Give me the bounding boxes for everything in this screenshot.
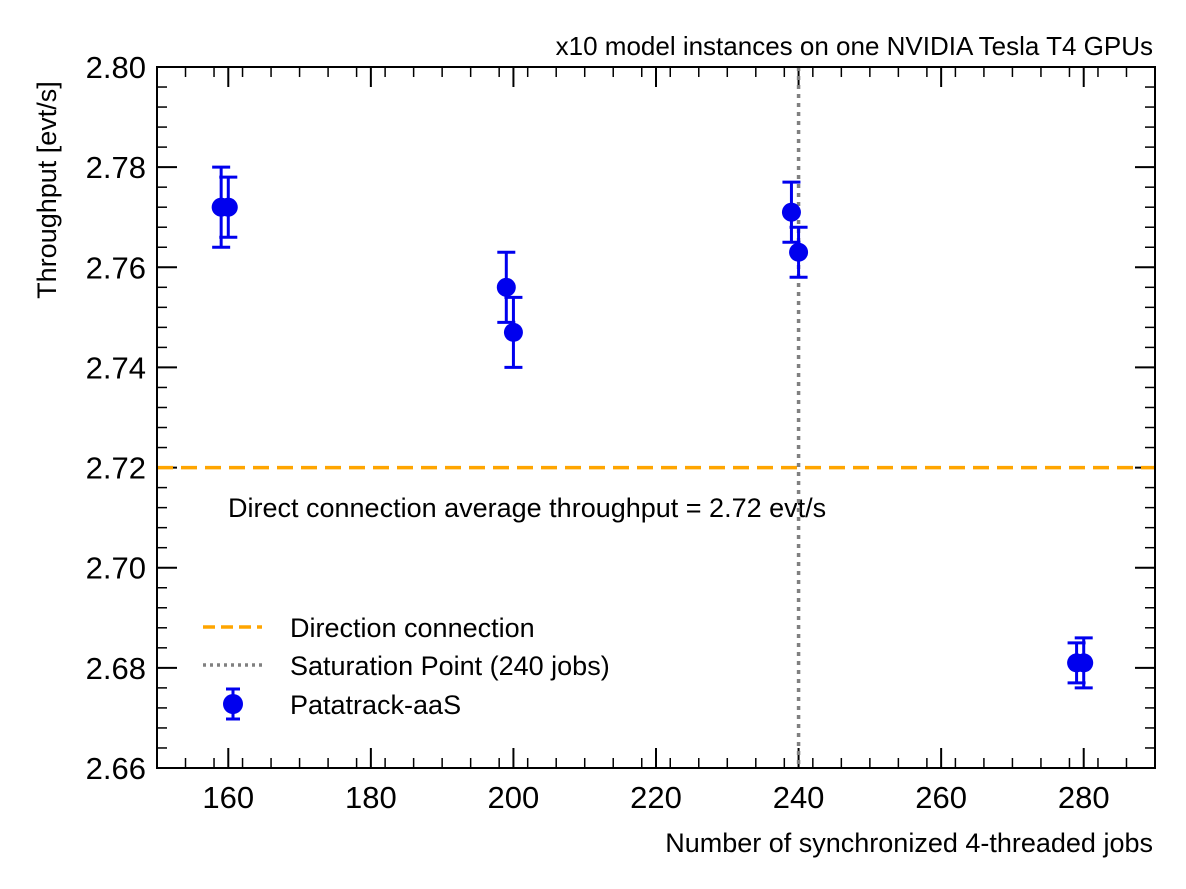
data-marker: [1074, 653, 1094, 673]
data-points: [211, 165, 1094, 690]
y-tick-label: 2.78: [86, 150, 146, 185]
x-tick-label: 280: [1058, 780, 1110, 815]
x-tick-label: 260: [915, 780, 967, 815]
x-tick-label: 160: [202, 780, 254, 815]
y-tick-label: 2.80: [86, 50, 146, 85]
y-tick-label: 2.72: [86, 451, 146, 486]
legend-marker-swatch: [223, 687, 243, 721]
data-point: [218, 175, 238, 239]
x-tick-label: 180: [345, 780, 397, 815]
x-tick-label: 200: [488, 780, 540, 815]
legend-label-patatrack: Patatrack-aaS: [290, 690, 461, 720]
legend-label-saturation-point: Saturation Point (240 jobs): [290, 651, 610, 681]
direct-connection-annotation: Direct connection average throughput = 2…: [228, 493, 826, 523]
y-tick-label: 2.74: [86, 350, 146, 385]
reference-lines: [157, 67, 1155, 768]
data-marker: [496, 277, 516, 297]
data-point: [503, 295, 523, 369]
ticks-layer: 160 180 200 220 240 260 280 2.66 2.68 2.70 2.72 2.7…: [86, 50, 1156, 815]
legend: Direction connection Saturation Point (2…: [203, 613, 610, 721]
legend-label-direction-connection: Direction connection: [290, 613, 535, 643]
y-tick-label: 2.66: [86, 751, 146, 786]
chart-title: x10 model instances on one NVIDIA Tesla …: [556, 31, 1153, 61]
x-tick-label: 220: [630, 780, 682, 815]
data-marker: [503, 322, 523, 342]
y-tick-label: 2.76: [86, 250, 146, 285]
data-point: [1074, 636, 1094, 690]
y-axis-label: Throughput [evt/s]: [32, 81, 62, 299]
data-marker: [781, 202, 801, 222]
y-tick-label: 2.70: [86, 551, 146, 586]
data-marker: [218, 197, 238, 217]
y-tick-label: 2.68: [86, 651, 146, 686]
x-tick-label: 240: [773, 780, 825, 815]
x-axis-label: Number of synchronized 4-threaded jobs: [665, 828, 1153, 858]
plot-frame: [156, 66, 1156, 769]
data-marker: [789, 242, 809, 262]
data-point: [789, 225, 809, 279]
